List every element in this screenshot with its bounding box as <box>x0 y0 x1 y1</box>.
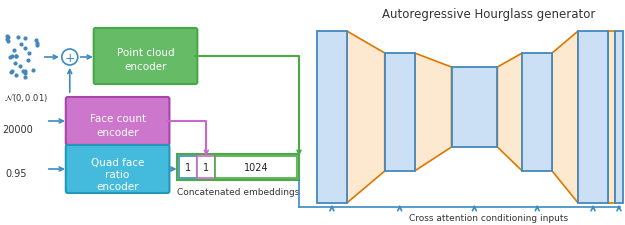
Text: 1: 1 <box>203 162 209 172</box>
FancyBboxPatch shape <box>94 29 198 85</box>
Text: Cross attention conditioning inputs: Cross attention conditioning inputs <box>409 213 568 222</box>
Bar <box>522 54 552 171</box>
Text: encoder: encoder <box>96 181 139 191</box>
Bar <box>198 156 215 178</box>
Bar <box>451 68 498 147</box>
Polygon shape <box>552 32 578 203</box>
Text: 1024: 1024 <box>244 162 269 172</box>
Text: Point cloud: Point cloud <box>117 48 174 58</box>
Circle shape <box>62 50 78 66</box>
Polygon shape <box>414 54 451 171</box>
Polygon shape <box>347 32 385 203</box>
Text: 0.95: 0.95 <box>5 168 26 178</box>
Text: 1: 1 <box>186 162 191 172</box>
Polygon shape <box>498 54 522 171</box>
Bar <box>179 156 198 178</box>
Text: ratio: ratio <box>106 169 130 179</box>
Bar <box>177 154 299 180</box>
FancyBboxPatch shape <box>66 145 169 193</box>
Polygon shape <box>608 32 615 203</box>
Text: Concatenated embeddings: Concatenated embeddings <box>177 187 299 196</box>
Bar <box>385 54 414 171</box>
Text: Quad face: Quad face <box>91 157 144 167</box>
Text: $\mathcal{N}(0, 0.01)$: $\mathcal{N}(0, 0.01)$ <box>4 92 48 104</box>
Text: encoder: encoder <box>124 62 167 72</box>
Text: encoder: encoder <box>96 127 139 137</box>
Text: Autoregressive Hourglass generator: Autoregressive Hourglass generator <box>382 8 595 21</box>
Text: 20000: 20000 <box>2 124 32 134</box>
Bar <box>578 32 608 203</box>
Bar <box>215 156 297 178</box>
Bar <box>317 32 347 203</box>
Bar <box>615 32 623 203</box>
FancyBboxPatch shape <box>66 98 169 145</box>
Text: +: + <box>64 51 75 64</box>
Text: Face count: Face count <box>89 113 146 124</box>
